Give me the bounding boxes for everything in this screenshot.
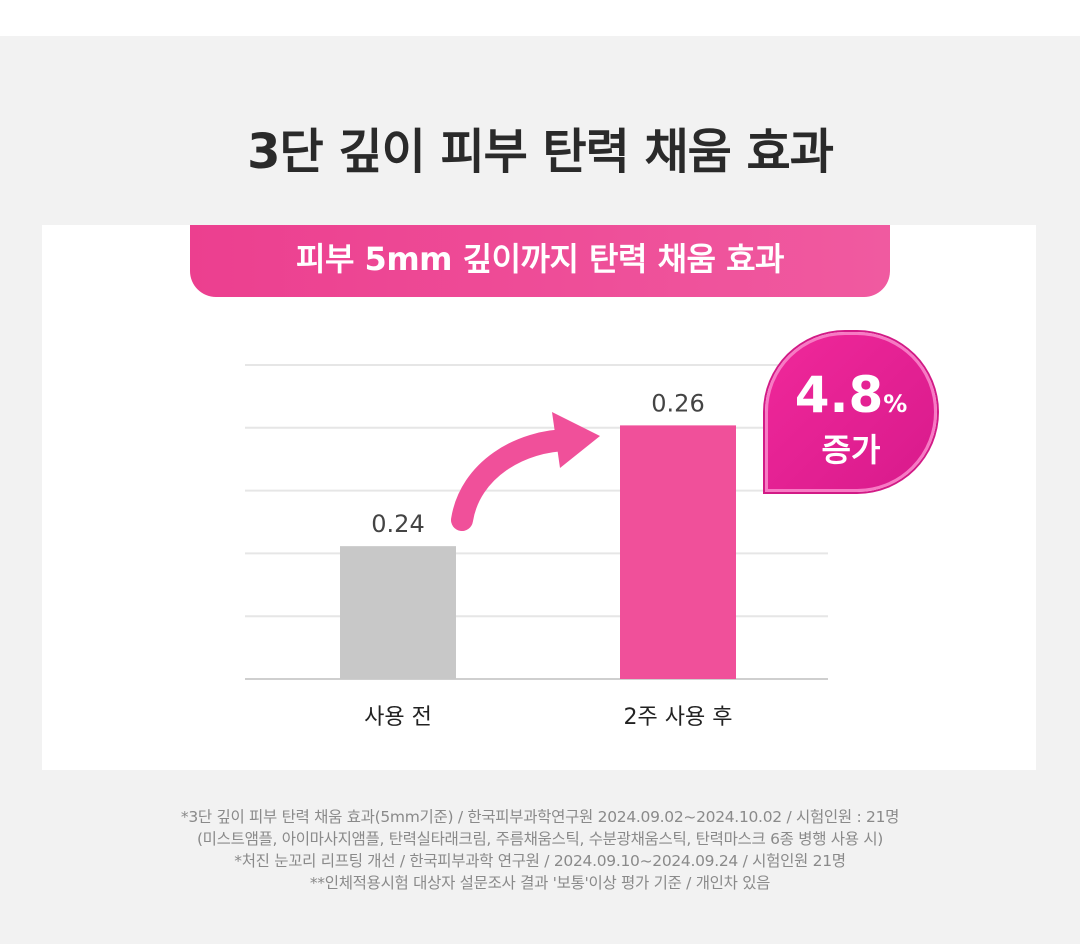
data-label: 0.26 bbox=[651, 389, 704, 417]
footnote: *처진 눈꼬리 리프팅 개선 / 한국피부과학 연구원 / 2024.09.10… bbox=[234, 852, 846, 870]
bar-chart: 0.24 사용 전 0.26 2주 사용 후 bbox=[245, 364, 828, 730]
bars: 0.24 사용 전 0.26 2주 사용 후 bbox=[340, 389, 736, 730]
page-title: 3단 깊이 피부 탄력 채움 효과 bbox=[247, 124, 834, 180]
category-label: 2주 사용 후 bbox=[624, 705, 733, 730]
increase-arrow-icon bbox=[451, 429, 581, 531]
chart-subtitle-banner: 피부 5mm 깊이까지 탄력 채움 효과 bbox=[190, 225, 890, 297]
footnote: **인체적용시험 대상자 설문조사 결과 '보통'이상 평가 기준 / 개인차 … bbox=[309, 874, 771, 892]
badge-unit: % bbox=[883, 390, 908, 418]
increase-badge: 4.8% 증가 bbox=[765, 332, 937, 492]
bar-1 bbox=[620, 425, 736, 679]
top-band bbox=[0, 0, 1080, 36]
badge-label: 증가 bbox=[821, 431, 881, 469]
category-label: 사용 전 bbox=[364, 705, 432, 730]
data-label: 0.24 bbox=[371, 510, 424, 538]
arrow-head-icon bbox=[552, 412, 600, 468]
footnote: *3단 깊이 피부 탄력 채움 효과(5mm기준) / 한국피부과학연구원 20… bbox=[180, 808, 900, 826]
bar-0 bbox=[340, 546, 456, 679]
footnote: (미스트앰플, 아이마사지앰플, 탄력실타래크림, 주름채움스틱, 수분광채움스… bbox=[196, 830, 884, 848]
badge-value: 4.8 bbox=[794, 366, 884, 424]
footnotes: *3단 깊이 피부 탄력 채움 효과(5mm기준) / 한국피부과학연구원 20… bbox=[0, 806, 1080, 894]
gridlines bbox=[245, 364, 828, 680]
